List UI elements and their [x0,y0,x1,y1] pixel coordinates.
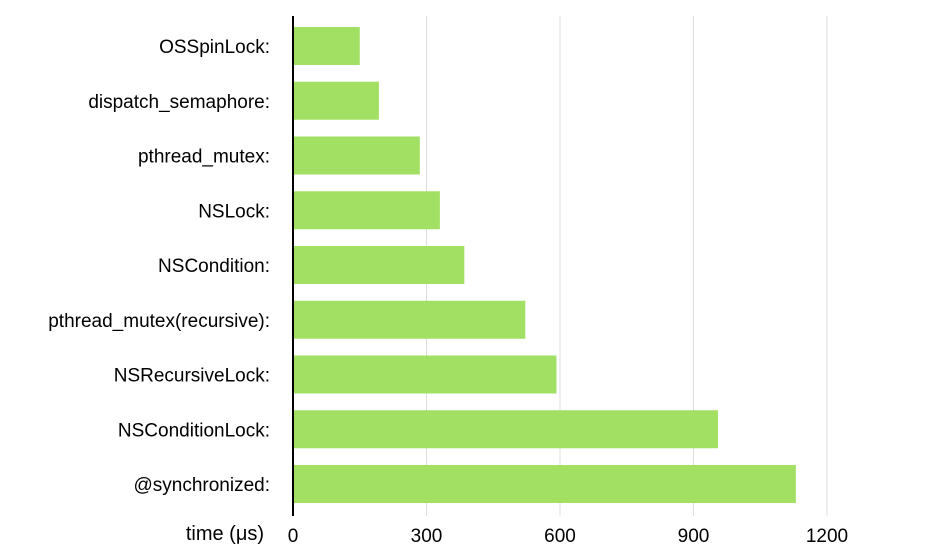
category-label-2: dispatch_semaphore: [88,92,270,113]
bars [293,27,796,503]
x-tick-labels: 0 300 600 900 1200 [288,526,848,547]
category-labels: OSSpinLock: dispatch_semaphore: pthread_mu… [48,37,270,496]
category-label-4: NSLock: [198,201,270,222]
x-tick-label-0: 0 [288,526,299,547]
bar-2 [293,81,379,120]
category-label-1: OSSpinLock: [159,37,270,58]
category-label-3: pthread_mutex: [138,147,270,168]
x-tick-label-1200: 1200 [806,526,848,547]
x-axis-title: time (μs) [186,523,264,545]
bar-5 [293,246,465,284]
bar-3 [293,136,420,175]
bar-6 [293,300,526,339]
bar-8 [293,410,718,449]
bar-7 [293,355,557,394]
x-tick-label-600: 600 [544,526,576,547]
x-tick-label-300: 300 [411,526,443,547]
x-tick-label-900: 900 [678,526,710,547]
category-label-8: NSConditionLock: [118,420,270,441]
bar-9 [293,465,796,503]
category-label-7: NSRecursiveLock: [114,366,270,387]
category-label-9: @synchronized: [133,475,270,496]
category-label-5: NSCondition: [158,256,270,277]
bar-4 [293,191,440,230]
bar-1 [293,27,360,65]
category-label-6: pthread_mutex(recursive): [48,311,270,332]
